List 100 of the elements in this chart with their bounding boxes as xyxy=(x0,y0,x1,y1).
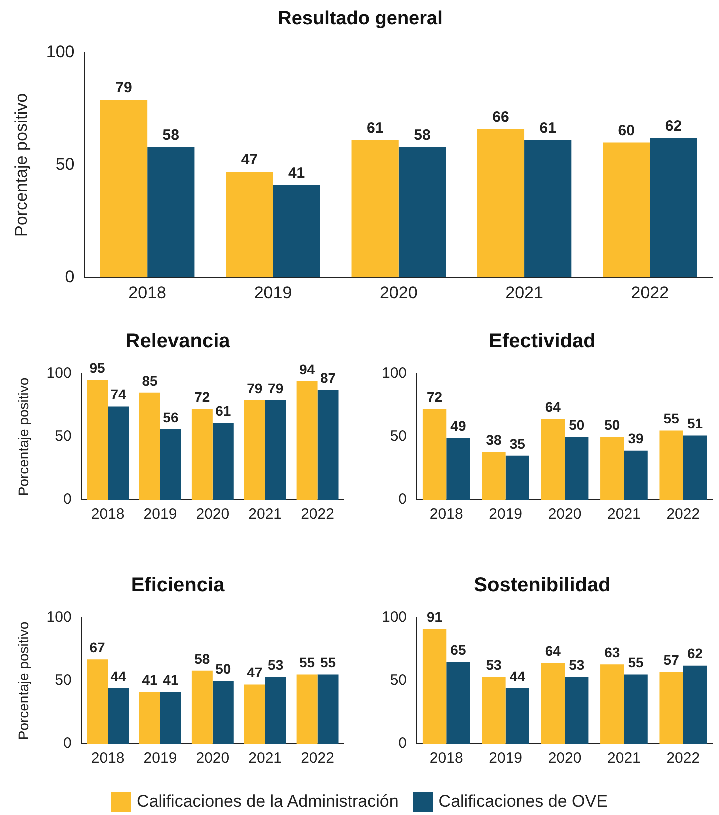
bar xyxy=(140,392,160,500)
bar xyxy=(603,142,650,278)
x-tick-label: 2018 xyxy=(91,506,125,524)
x-tick-label: 2021 xyxy=(608,750,641,768)
data-label: 55 xyxy=(664,410,680,427)
bar xyxy=(244,400,266,500)
x-tick-label: 2020 xyxy=(380,283,418,302)
bar xyxy=(541,419,566,500)
bar xyxy=(265,677,286,744)
x-tick-label: 2022 xyxy=(301,506,334,524)
x-tick-label: 2020 xyxy=(196,750,230,768)
x-tick-label: 2022 xyxy=(666,750,700,768)
bar xyxy=(265,400,286,500)
data-label: 55 xyxy=(320,654,336,671)
x-tick-label: 2018 xyxy=(430,750,464,768)
data-label: 64 xyxy=(545,399,562,416)
y-tick-label: 0 xyxy=(65,267,75,286)
data-label: 60 xyxy=(618,122,635,140)
bar xyxy=(192,409,213,500)
x-tick-label: 2021 xyxy=(248,506,282,524)
x-tick-label: 2020 xyxy=(196,506,230,524)
bar xyxy=(524,140,572,278)
y-axis-title: Porcentaje positivo xyxy=(15,378,32,496)
data-label: 57 xyxy=(664,652,680,668)
data-label: 62 xyxy=(687,646,704,662)
x-tick-label: 2020 xyxy=(548,506,582,524)
data-label: 44 xyxy=(110,668,127,684)
y-axis-title: Porcentaje positivo xyxy=(15,622,32,740)
chart-title: Relevancia xyxy=(126,330,232,353)
data-label: 50 xyxy=(216,660,232,677)
bar xyxy=(477,129,525,278)
y-tick-label: 50 xyxy=(55,428,72,446)
data-label: 58 xyxy=(414,126,431,144)
data-label: 50 xyxy=(604,416,620,433)
data-label: 56 xyxy=(163,409,179,426)
legend-label: Calificaciones de OVE xyxy=(438,792,608,812)
bar xyxy=(446,438,470,500)
y-tick-label: 0 xyxy=(63,491,72,508)
chart-title: Eficiencia xyxy=(131,574,226,597)
y-tick-label: 50 xyxy=(55,672,72,690)
bar xyxy=(87,380,108,500)
bar xyxy=(541,663,566,744)
data-label: 53 xyxy=(268,657,284,674)
bar xyxy=(624,450,648,500)
y-axis-title: Porcentaje positivo xyxy=(12,93,31,238)
x-tick-label: 2021 xyxy=(248,750,282,768)
data-label: 41 xyxy=(142,672,158,688)
x-tick-label: 2022 xyxy=(301,750,334,768)
y-tick-label: 0 xyxy=(398,491,408,508)
data-label: 74 xyxy=(110,386,127,403)
data-label: 47 xyxy=(241,152,258,169)
bar xyxy=(192,670,213,744)
bar xyxy=(482,452,506,500)
x-tick-label: 2018 xyxy=(128,283,166,302)
bar xyxy=(660,430,684,500)
data-label: 91 xyxy=(426,609,443,626)
y-tick-label: 0 xyxy=(63,735,72,752)
y-tick-label: 100 xyxy=(46,609,72,626)
x-tick-label: 2022 xyxy=(631,283,670,302)
data-label: 66 xyxy=(492,108,510,126)
bar xyxy=(600,664,624,744)
data-label: 64 xyxy=(545,643,562,660)
bar xyxy=(108,406,130,500)
x-tick-label: 2021 xyxy=(506,283,544,302)
data-label: 58 xyxy=(194,650,210,667)
bar xyxy=(422,409,447,500)
x-tick-label: 2019 xyxy=(489,750,523,768)
chart-title: Efectividad xyxy=(489,330,596,353)
data-label: 58 xyxy=(162,126,180,144)
bar xyxy=(446,662,470,744)
data-label: 50 xyxy=(569,416,585,433)
y-tick-label: 50 xyxy=(56,154,75,174)
data-label: 95 xyxy=(90,360,106,376)
y-tick-label: 100 xyxy=(46,365,72,382)
bar xyxy=(226,172,274,278)
data-label: 49 xyxy=(450,418,466,434)
bar xyxy=(296,674,318,744)
data-label: 85 xyxy=(142,372,158,389)
data-label: 61 xyxy=(216,403,232,419)
bar xyxy=(318,674,339,744)
data-label: 38 xyxy=(486,432,502,448)
y-tick-label: 100 xyxy=(46,42,75,62)
bar xyxy=(160,692,182,744)
bar xyxy=(244,684,266,744)
bar xyxy=(140,692,160,744)
x-tick-label: 2022 xyxy=(666,506,700,524)
x-tick-label: 2018 xyxy=(91,750,125,768)
x-tick-label: 2018 xyxy=(430,506,464,524)
bar xyxy=(398,147,446,278)
y-tick-label: 100 xyxy=(382,609,408,626)
data-label: 61 xyxy=(540,120,556,138)
y-tick-label: 0 xyxy=(398,735,408,752)
data-label: 41 xyxy=(288,165,306,182)
data-label: 61 xyxy=(366,120,384,138)
x-tick-label: 2019 xyxy=(144,750,178,768)
bar xyxy=(318,390,339,500)
bar xyxy=(296,382,318,500)
x-tick-label: 2019 xyxy=(144,506,178,524)
data-label: 41 xyxy=(163,672,179,688)
data-label: 67 xyxy=(90,639,106,656)
